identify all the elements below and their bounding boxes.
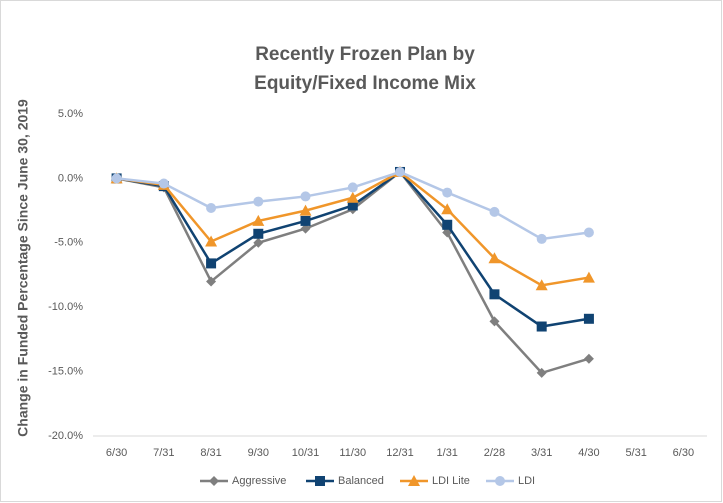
legend-label: LDI Lite <box>432 475 470 487</box>
point <box>395 166 405 177</box>
point <box>489 289 500 300</box>
point <box>253 237 264 248</box>
point <box>536 233 547 244</box>
point <box>583 353 594 364</box>
point <box>489 206 500 217</box>
y-tick-label: -5.0% <box>54 237 83 249</box>
point <box>442 219 453 230</box>
x-tick-label: 3/31 <box>531 447 552 459</box>
point <box>111 173 122 184</box>
x-tick-label: 9/30 <box>248 447 269 459</box>
point <box>347 200 358 211</box>
point <box>347 182 358 193</box>
point <box>300 191 311 202</box>
x-tick-label: 4/30 <box>578 447 599 459</box>
legend-label: Balanced <box>338 475 384 487</box>
y-tick-label: 5.0% <box>58 108 83 120</box>
point <box>299 204 312 216</box>
point <box>205 235 218 247</box>
point <box>253 196 264 207</box>
point <box>206 203 217 214</box>
point <box>300 215 311 226</box>
point <box>253 228 264 239</box>
x-tick-label: 8/31 <box>200 447 221 459</box>
point <box>536 321 547 332</box>
x-tick-label: 7/31 <box>153 447 174 459</box>
point <box>583 227 594 238</box>
point <box>442 187 453 198</box>
y-tick-label: -20.0% <box>48 430 83 442</box>
point <box>300 223 311 234</box>
point <box>535 279 548 291</box>
y-axis-label: Change in Funded Percentage Since June 3… <box>15 99 31 437</box>
x-tick-label: 6/30 <box>673 447 694 459</box>
point <box>582 271 595 283</box>
point <box>206 258 217 269</box>
legend-marker <box>315 476 325 486</box>
y-tick-label: -15.0% <box>48 366 83 378</box>
point <box>441 203 454 215</box>
x-tick-label: 10/31 <box>292 447 320 459</box>
chart-title: Recently Frozen Plan by <box>255 44 475 65</box>
x-tick-label: 1/31 <box>437 447 458 459</box>
point <box>346 191 359 203</box>
legend-marker <box>209 476 219 486</box>
y-tick-label: -10.0% <box>48 301 83 313</box>
legend-label: LDI <box>518 475 535 487</box>
x-tick-label: 5/31 <box>625 447 646 459</box>
point <box>206 276 217 287</box>
point <box>252 214 265 226</box>
legend-marker <box>408 475 420 486</box>
y-tick-label: 0.0% <box>58 172 83 184</box>
point <box>158 178 169 189</box>
point <box>489 316 500 327</box>
legend-marker <box>495 476 505 486</box>
x-tick-label: 11/30 <box>339 447 366 459</box>
point <box>488 252 501 264</box>
x-tick-label: 12/31 <box>386 447 414 459</box>
point <box>583 313 594 324</box>
chart-title: Equity/Fixed Income Mix <box>254 73 476 94</box>
x-tick-label: 2/28 <box>484 447 505 459</box>
legend-label: Aggressive <box>232 475 286 487</box>
point <box>536 367 547 378</box>
x-tick-label: 6/30 <box>106 447 127 459</box>
